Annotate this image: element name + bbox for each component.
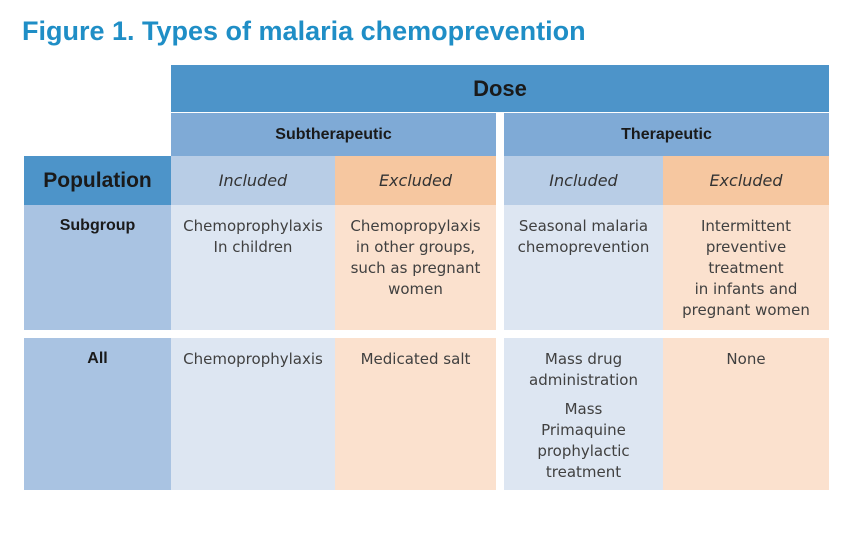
sub-excluded-label: Excluded bbox=[378, 171, 453, 190]
all-sub-included-cell: Chemoprophylaxis bbox=[171, 338, 335, 490]
all-row-label-cell: All bbox=[24, 338, 171, 490]
dose-header: Dose bbox=[171, 65, 829, 112]
subtherapeutic-header: Subtherapeutic bbox=[171, 113, 496, 156]
ther-included-label: Included bbox=[549, 171, 618, 190]
subtherapeutic-label: Subtherapeutic bbox=[275, 125, 392, 143]
subgroup-sub-included-cell: Chemoprophylaxis In children bbox=[171, 205, 335, 330]
sub-included-label: Included bbox=[218, 171, 288, 190]
subgroup-ther-excluded-cell: Intermittent preventive treatment in inf… bbox=[663, 205, 829, 330]
sub-excluded-header: Excluded bbox=[335, 156, 496, 205]
all-sub-excluded-text: Medicated salt bbox=[360, 350, 471, 368]
therapeutic-label: Therapeutic bbox=[621, 125, 712, 143]
therapeutic-header: Therapeutic bbox=[504, 113, 829, 156]
subgroup-row-label-cell: Subgroup bbox=[24, 205, 171, 330]
ther-excluded-header: Excluded bbox=[663, 156, 829, 205]
all-sub-excluded-cell: Medicated salt bbox=[335, 338, 496, 490]
all-ther-included-text-1: Mass drug administration bbox=[529, 350, 638, 389]
subgroup-ther-excluded-text: Intermittent preventive treatment in inf… bbox=[682, 217, 810, 319]
subgroup-ther-included-text: Seasonal malaria chemoprevention bbox=[517, 217, 650, 256]
all-ther-included-text-2: Mass Primaquine prophylactic treatment bbox=[537, 400, 630, 481]
sub-included-header: Included bbox=[171, 156, 335, 205]
all-sub-included-text: Chemoprophylaxis bbox=[183, 350, 323, 368]
dose-label: Dose bbox=[473, 75, 527, 101]
population-label: Population bbox=[43, 168, 152, 192]
all-ther-excluded-cell: None bbox=[663, 338, 829, 490]
all-ther-excluded-text: None bbox=[726, 350, 766, 368]
ther-included-header: Included bbox=[504, 156, 663, 205]
subgroup-label: Subgroup bbox=[59, 217, 136, 234]
subgroup-ther-included-cell: Seasonal malaria chemoprevention bbox=[504, 205, 663, 330]
subgroup-sub-excluded-text: Chemopropylaxis in other groups, such as… bbox=[350, 217, 481, 298]
subgroup-sub-included-text: Chemoprophylaxis In children bbox=[183, 217, 323, 256]
population-header: Population bbox=[24, 156, 171, 205]
all-ther-included-cell: Mass drug administration Mass Primaquine… bbox=[504, 338, 663, 490]
all-label: All bbox=[87, 350, 108, 367]
figure-title: Figure 1. Types of malaria chemopreventi… bbox=[22, 16, 586, 46]
ther-excluded-label: Excluded bbox=[709, 171, 783, 190]
subgroup-sub-excluded-cell: Chemopropylaxis in other groups, such as… bbox=[335, 205, 496, 330]
